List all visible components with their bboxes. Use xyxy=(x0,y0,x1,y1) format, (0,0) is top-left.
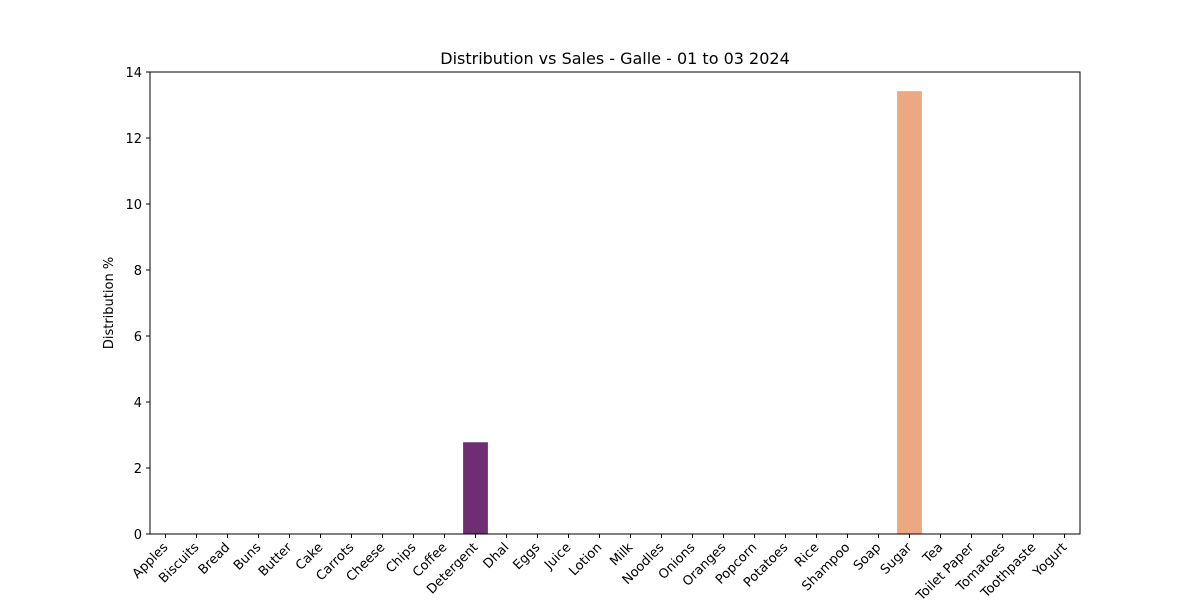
x-tick-label: Butter xyxy=(256,540,296,580)
y-tick-label: 14 xyxy=(125,66,142,81)
x-tick-label: Tea xyxy=(920,540,947,567)
bar-detergent xyxy=(463,442,488,534)
y-tick-label: 8 xyxy=(134,264,142,279)
y-tick-label: 6 xyxy=(134,330,142,345)
bars xyxy=(463,91,922,534)
x-tick-label: Dhal xyxy=(481,540,513,572)
y-tick-label: 4 xyxy=(134,396,142,411)
y-tick-label: 10 xyxy=(125,198,142,213)
x-tick-label: Sugar xyxy=(878,540,916,578)
y-axis-label: Distribution % xyxy=(102,257,117,349)
chart-title: Distribution vs Sales - Galle - 01 to 03… xyxy=(440,49,790,68)
y-tick-label: 12 xyxy=(125,132,142,147)
x-tick-label: Yogurt xyxy=(1030,540,1070,580)
plot-frame xyxy=(149,71,1081,535)
x-tick-label: Lotion xyxy=(567,540,606,579)
y-axis-ticks: 0 2 4 6 8 10 12 14 xyxy=(125,66,150,543)
bar-sugar xyxy=(897,91,922,534)
x-tick-label: Bread xyxy=(196,540,234,578)
x-axis-ticks: ApplesBiscuitsBreadBunsButterCakeCarrots… xyxy=(130,534,1070,600)
y-tick-label: 2 xyxy=(134,462,142,477)
x-tick-label: Eggs xyxy=(510,540,543,573)
y-tick-label: 0 xyxy=(134,528,142,543)
